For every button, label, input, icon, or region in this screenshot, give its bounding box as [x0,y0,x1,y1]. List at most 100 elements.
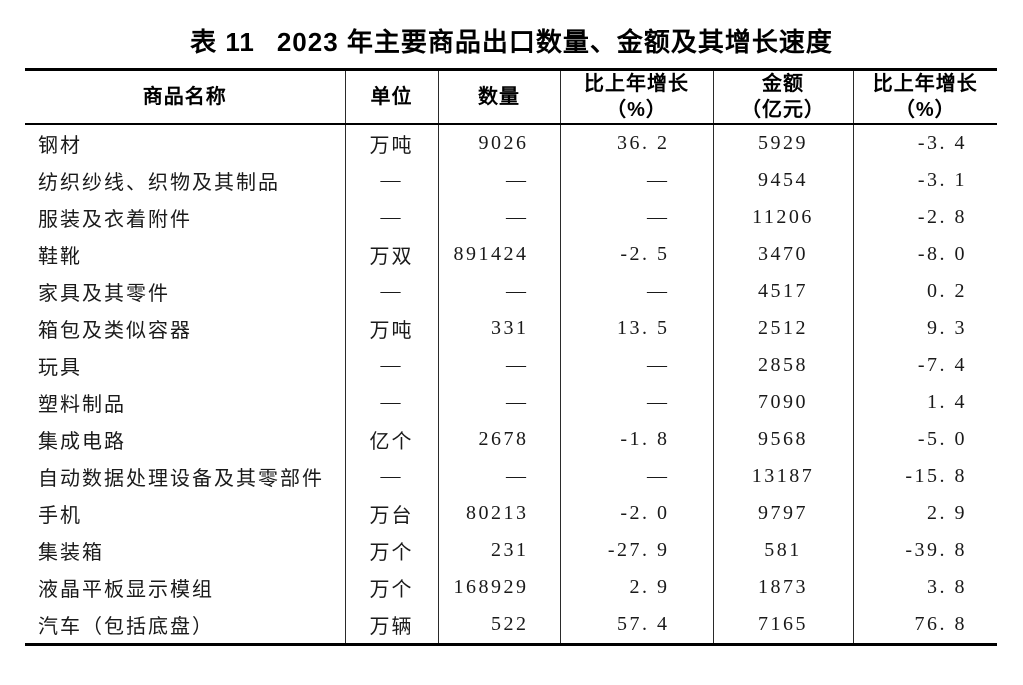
table-row: 手机 万台 80213 -2. 0 9797 2. 9 [25,495,997,532]
cell-quantity-growth: 2. 9 [560,569,714,606]
table-body: 钢材 万吨 9026 36. 2 5929 -3. 4 纺织纱线、织物及其制品 … [25,124,997,645]
cell-value-growth: 3. 8 [927,576,967,598]
cell-commodity-name: 集成电路 [25,421,346,458]
table-row: 服装及衣着附件 — — — 11206 -2. 8 [25,199,997,236]
cell-value: 581 [713,532,854,569]
header-label: 金额 [762,73,804,95]
cell-value-growth: -3. 4 [917,132,967,154]
cell-unit: — [345,162,439,199]
cell-value-growth: 76. 8 [914,613,967,635]
cell-quantity: 231 [438,532,561,569]
cell-quantity-growth: — [560,273,714,310]
cell-value: 11206 [713,199,854,236]
cell-unit: 万辆 [345,606,439,645]
cell-unit: 万吨 [345,310,439,347]
cell-value: 7090 [713,384,854,421]
table-row: 箱包及类似容器 万吨 331 13. 5 2512 9. 3 [25,310,997,347]
cell-quantity: 891424 [438,236,561,273]
table-title-text: 2023 年主要商品出口数量、金额及其增长速度 [276,27,833,57]
col-header-value: 金额 （亿元） [713,69,854,125]
cell-quantity-growth: — [560,162,714,199]
cell-quantity-growth: -2. 5 [560,236,714,273]
cell-quantity: — [438,384,561,421]
cell-unit: 万台 [345,495,439,532]
cell-quantity-growth: -2. 0 [560,495,714,532]
cell-quantity-growth: -1. 8 [560,421,714,458]
cell-quantity-growth: — [560,199,714,236]
cell-commodity-name: 液晶平板显示模组 [25,569,346,606]
cell-value-growth: 9. 3 [927,317,967,339]
cell-quantity: 9026 [438,124,561,162]
cell-value: 13187 [713,458,854,495]
cell-value-growth: 1. 4 [927,391,967,413]
table-title: 表 11 2023 年主要商品出口数量、金额及其增长速度 [0,22,1023,59]
cell-unit: — [345,384,439,421]
table-row: 塑料制品 — — — 7090 1. 4 [25,384,997,421]
table-number-label: 表 11 [190,27,255,57]
cell-quantity: 80213 [438,495,561,532]
cell-quantity-growth: 36. 2 [560,124,714,162]
cell-unit: 万吨 [345,124,439,162]
cell-unit: 万双 [345,236,439,273]
header-row: 商品名称 单位 数量 比上年增长 （%） 金额 （亿元） 比上年增长 [25,69,997,125]
table-row: 家具及其零件 — — — 4517 0. 2 [25,273,997,310]
cell-commodity-name: 手机 [25,495,346,532]
table-row: 玩具 — — — 2858 -7. 4 [25,347,997,384]
table-row: 纺织纱线、织物及其制品 — — — 9454 -3. 1 [25,162,997,199]
table-row: 鞋靴 万双 891424 -2. 5 3470 -8. 0 [25,236,997,273]
col-header-quantity-growth: 比上年增长 （%） [560,69,714,125]
cell-quantity-growth: — [560,384,714,421]
table-row: 自动数据处理设备及其零部件 — — — 13187 -15. 8 [25,458,997,495]
export-commodities-table: 商品名称 单位 数量 比上年增长 （%） 金额 （亿元） 比上年增长 [25,68,997,646]
cell-unit: — [345,347,439,384]
table-row: 汽车（包括底盘） 万辆 522 57. 4 7165 76. 8 [25,606,997,645]
cell-unit: — [345,273,439,310]
header-label: 比上年增长 [584,73,689,95]
table-row: 液晶平板显示模组 万个 168929 2. 9 1873 3. 8 [25,569,997,606]
cell-quantity: 331 [438,310,561,347]
cell-commodity-name: 家具及其零件 [25,273,346,310]
cell-commodity-name: 鞋靴 [25,236,346,273]
cell-value-growth: -3. 1 [917,169,967,191]
cell-quantity-growth: — [560,347,714,384]
cell-commodity-name: 服装及衣着附件 [25,199,346,236]
cell-value: 1873 [713,569,854,606]
header-sublabel: （亿元） [741,99,825,121]
cell-value: 7165 [713,606,854,645]
cell-value: 5929 [713,124,854,162]
cell-quantity: — [438,458,561,495]
cell-quantity-growth: -27. 9 [560,532,714,569]
cell-value-growth: -15. 8 [905,465,967,487]
cell-unit: — [345,199,439,236]
col-header-commodity-name: 商品名称 [25,69,346,125]
cell-unit: 万个 [345,569,439,606]
cell-quantity: — [438,347,561,384]
cell-quantity-growth: 57. 4 [560,606,714,645]
cell-quantity: 2678 [438,421,561,458]
header-label: 单位 [370,86,413,108]
cell-commodity-name: 汽车（包括底盘） [25,606,346,645]
cell-quantity: — [438,273,561,310]
cell-quantity: — [438,199,561,236]
cell-value-growth: -5. 0 [917,428,967,450]
header-sublabel: （%） [606,99,667,121]
col-header-unit: 单位 [345,69,439,125]
table-header: 商品名称 单位 数量 比上年增长 （%） 金额 （亿元） 比上年增长 [25,69,997,125]
cell-value: 9454 [713,162,854,199]
cell-commodity-name: 集装箱 [25,532,346,569]
cell-value: 4517 [713,273,854,310]
cell-value-growth: -7. 4 [917,354,967,376]
cell-value-growth: -39. 8 [905,539,967,561]
cell-unit: 亿个 [345,421,439,458]
cell-commodity-name: 玩具 [25,347,346,384]
cell-quantity-growth: 13. 5 [560,310,714,347]
header-label: 数量 [478,86,520,108]
header-label: 比上年增长 [872,73,978,95]
cell-value: 9797 [713,495,854,532]
cell-value-growth: -8. 0 [917,243,967,265]
cell-value: 2858 [713,347,854,384]
cell-commodity-name: 纺织纱线、织物及其制品 [25,162,346,199]
cell-commodity-name: 钢材 [25,124,346,162]
cell-quantity: 522 [438,606,561,645]
